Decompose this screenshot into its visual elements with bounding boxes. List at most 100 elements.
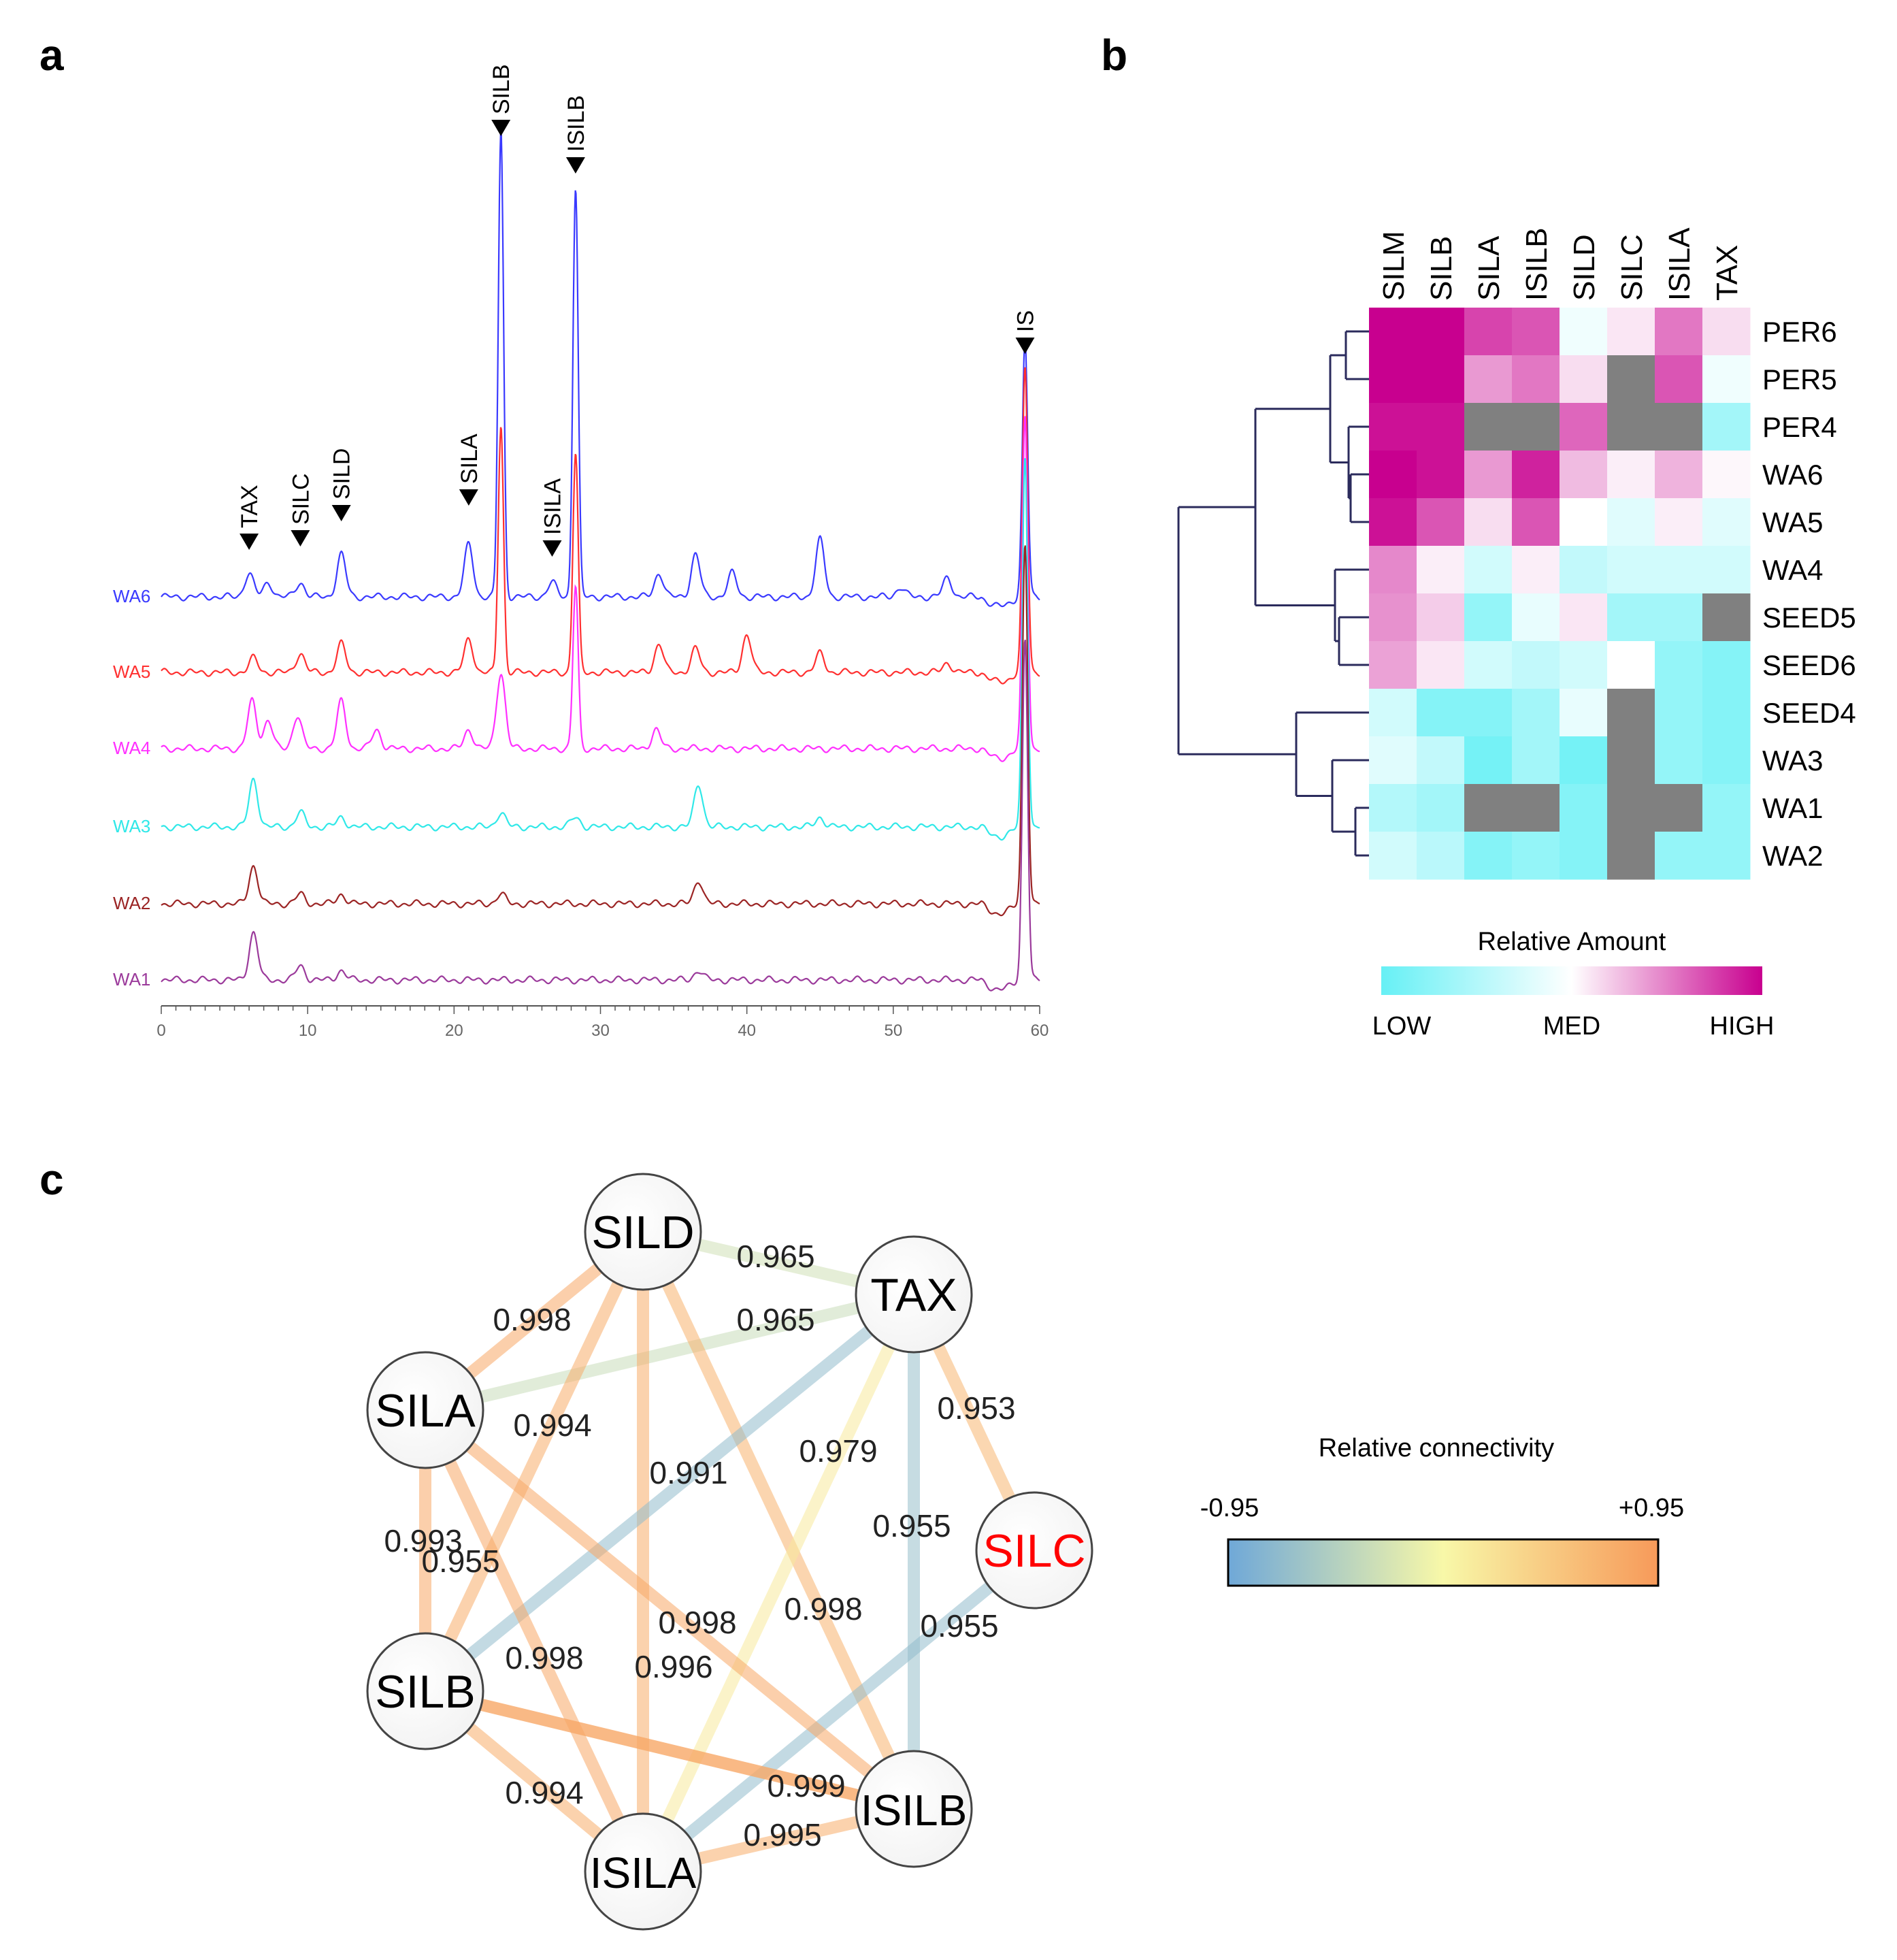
heatmap-cell: [1464, 736, 1513, 785]
row-label-SEED5: SEED5: [1762, 602, 1856, 634]
heatmap-cell: [1607, 689, 1655, 737]
trace-WA2: WA2: [113, 545, 1040, 917]
heatmap-cell: [1464, 498, 1513, 546]
trace-WA6: WA6: [113, 131, 1040, 608]
node-label: SILD: [591, 1207, 694, 1258]
column-label-SILC: SILC: [1615, 234, 1649, 301]
heatmap-cell: [1560, 736, 1608, 785]
heatmap-panel: SILM SILB SILA ISILB SILD SILC ISILA TAX PER6 PER…: [1177, 227, 1856, 1041]
heatmap-cell: [1607, 832, 1655, 880]
marker-label: ISILB: [563, 95, 589, 152]
heatmap-cell: [1464, 403, 1513, 451]
row-label-WA2: WA2: [1762, 840, 1823, 872]
heatmap-cell: [1607, 641, 1655, 689]
heatmap-cell: [1417, 308, 1465, 356]
colorbar-title: Relative connectivity: [1319, 1434, 1554, 1463]
peak-marker-IS: IS: [1012, 310, 1038, 354]
heatmap-cell: [1369, 784, 1417, 832]
heatmap-cell: [1512, 689, 1560, 737]
edge-label: 0.955: [872, 1508, 951, 1544]
marker-triangle-icon: [331, 505, 351, 521]
heatmap-cell: [1417, 403, 1465, 451]
colorbar-max-label: +0.95: [1619, 1494, 1684, 1522]
heatmap-cell: [1655, 308, 1703, 356]
node-circle: [584, 1173, 702, 1291]
node-circle: [366, 1632, 484, 1750]
heatmap-cell: [1702, 355, 1751, 404]
trace-label-WA4: WA4: [113, 738, 150, 758]
node-SILD: SILD: [584, 1173, 702, 1291]
x-tick-label: 20: [445, 1022, 463, 1040]
heatmap-cell: [1655, 736, 1703, 785]
heatmap-cell: [1369, 308, 1417, 356]
colorbar-gradient: [1227, 1538, 1660, 1587]
heatmap-cell: [1702, 546, 1751, 594]
edge-label: 0.993: [384, 1523, 462, 1558]
heatmap-cell: [1702, 689, 1751, 737]
heatmap-cell: [1417, 736, 1465, 785]
colorbar-label: MED: [1543, 1012, 1600, 1041]
peak-marker-ISILB: ISILB: [563, 95, 589, 174]
node-label: ISILB: [861, 1786, 968, 1835]
trace-WA4: WA4: [113, 416, 1040, 762]
trace-line-WA1: [161, 639, 1040, 992]
heatmap-cell: [1417, 355, 1465, 404]
heatmap-cell: [1369, 593, 1417, 642]
heatmap-cell: [1702, 784, 1751, 832]
edge-label: 0.955: [920, 1608, 998, 1644]
heatmap-cell: [1417, 784, 1465, 832]
edge-label: 0.998: [658, 1605, 736, 1640]
row-label-SEED6: SEED6: [1762, 649, 1856, 681]
marker-triangle-icon: [1015, 338, 1035, 354]
trace-label-WA6: WA6: [113, 586, 150, 606]
heatmap-cell: [1512, 832, 1560, 880]
row-label-WA3: WA3: [1762, 745, 1823, 777]
heatmap-cell: [1655, 498, 1703, 546]
heatmap-cell: [1464, 784, 1513, 832]
x-tick-label: 30: [591, 1022, 610, 1040]
dendrogram: [1177, 330, 1369, 857]
marker-triangle-icon: [565, 157, 585, 174]
node-label: TAX: [870, 1269, 957, 1321]
edge-label: 0.995: [743, 1817, 821, 1852]
heatmap-cell: [1512, 308, 1560, 356]
trace-line-WA5: [161, 367, 1040, 685]
colorbar-min-label: -0.95: [1200, 1494, 1259, 1522]
edge-SILD-SILB: [419, 1226, 649, 1697]
heatmap-cell: [1702, 832, 1751, 880]
heatmap-cell: [1702, 451, 1751, 499]
heatmap-cell: [1607, 784, 1655, 832]
column-label-SILB: SILB: [1425, 236, 1458, 301]
node-circle: [855, 1235, 973, 1354]
x-tick-label: 50: [884, 1022, 902, 1040]
row-label-WA6: WA6: [1762, 459, 1823, 491]
heatmap-cell: [1417, 832, 1465, 880]
heatmap-cell: [1702, 593, 1751, 642]
colorbar-gradient: [1381, 966, 1762, 995]
trace-WA3: WA3: [113, 458, 1040, 841]
heatmap-cell: [1464, 546, 1513, 594]
heatmap-cell: [1369, 689, 1417, 737]
node-ISILA: ISILA: [584, 1812, 702, 1931]
node-ISILB: ISILB: [855, 1750, 973, 1868]
peak-marker-SILA: SILA: [457, 434, 482, 506]
edge-SILA-ISILB: [419, 1404, 920, 1815]
edge-label: 0.999: [767, 1768, 845, 1803]
trace-line-WA6: [161, 131, 1040, 608]
heatmap-cell: [1512, 355, 1560, 404]
row-label-WA5: WA5: [1762, 506, 1823, 538]
heatmap-cell: [1702, 736, 1751, 785]
heatmap-cell: [1655, 593, 1703, 642]
heatmap-cell: [1655, 641, 1703, 689]
heatmap-cell: [1464, 451, 1513, 499]
marker-label: IS: [1012, 310, 1038, 332]
colorbar-label: LOW: [1372, 1012, 1432, 1041]
heatmap-cell: [1369, 451, 1417, 499]
trace-line-WA4: [161, 416, 1040, 762]
heatmap-cell: [1560, 451, 1608, 499]
heatmap-cell: [1512, 451, 1560, 499]
row-label-PER6: PER6: [1762, 316, 1837, 348]
trace-label-WA1: WA1: [113, 969, 150, 990]
node-circle: [366, 1351, 484, 1469]
edge-label: 0.994: [513, 1407, 591, 1443]
